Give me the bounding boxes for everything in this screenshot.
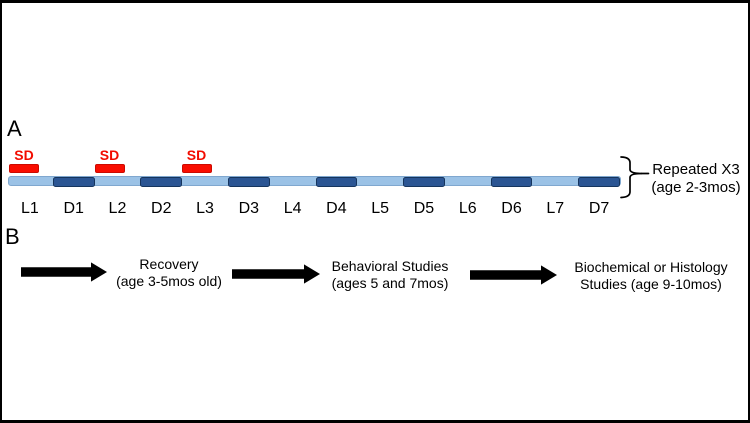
repeat-annotation-line1: Repeated X3 <box>652 161 740 178</box>
timeline-dark-segment-D6 <box>490 176 533 187</box>
segment-label-D5: D5 <box>413 200 435 217</box>
step-text-1-line2: (age 3-5mos old) <box>116 273 222 289</box>
segment-label-L2: L2 <box>108 200 127 217</box>
panel-a-label: A <box>7 116 22 141</box>
sd-label-L2: SD <box>99 147 120 163</box>
frame-border-right <box>748 0 750 423</box>
segment-label-D3: D3 <box>238 200 260 217</box>
frame-border-top <box>0 0 750 3</box>
segment-label-L6: L6 <box>458 200 477 217</box>
segment-label-L3: L3 <box>196 200 214 217</box>
sd-label-L1: SD <box>14 147 34 163</box>
step-arrow-2-icon <box>232 264 320 284</box>
segment-label-D2: D2 <box>151 200 172 217</box>
timeline-dark-segment-D7 <box>578 176 620 187</box>
segment-label-D1: D1 <box>63 200 84 217</box>
repeat-annotation-line2: (age 2-3mos) <box>651 179 741 196</box>
sd-bar-L3 <box>181 164 212 173</box>
frame-border-bottom <box>0 420 750 423</box>
timeline-dark-segment-D5 <box>403 176 445 187</box>
sd-label-L3: SD <box>186 147 207 163</box>
timeline-dark-segment-D3 <box>227 176 270 187</box>
segment-label-D7: D7 <box>588 200 610 217</box>
sd-bar-L2 <box>94 164 125 173</box>
segment-label-D4: D4 <box>326 200 347 217</box>
step-text-3-line2: Studies (age 9-10mos) <box>580 275 722 292</box>
segment-label-D6: D6 <box>501 200 522 217</box>
timeline-bar <box>8 176 621 186</box>
step-text-3-line1: Biochemical or Histology <box>574 258 728 275</box>
timeline-dark-segment-D1 <box>52 176 95 187</box>
repeat-annotation: Repeated X3 (age 2-3mos) <box>643 161 749 197</box>
step-text-2-line2: (ages 5 and 7mos) <box>331 274 449 291</box>
step-text-1: Recovery (age 3-5mos old) <box>116 256 222 290</box>
step-text-2: Behavioral Studies (ages 5 and 7mos) <box>332 258 449 292</box>
step-text-3: Biochemical or Histology Studies (age 9-1… <box>574 259 727 293</box>
sd-bar-L1 <box>9 164 39 173</box>
step-arrow-1-icon <box>21 262 107 282</box>
step-text-1-line1: Recovery <box>139 256 199 272</box>
panel-b-label: B <box>5 224 20 249</box>
frame-border-left <box>0 0 2 423</box>
brace-icon <box>620 156 650 199</box>
timeline-dark-segment-D4 <box>315 176 358 187</box>
segment-label-L7: L7 <box>546 200 565 217</box>
segment-label-L5: L5 <box>371 200 390 217</box>
segment-label-L4: L4 <box>283 200 302 217</box>
step-arrow-3-icon <box>470 264 557 285</box>
segment-label-L1: L1 <box>20 200 39 217</box>
step-text-2-line1: Behavioral Studies <box>331 257 449 274</box>
timeline-dark-segment-D2 <box>140 176 183 187</box>
